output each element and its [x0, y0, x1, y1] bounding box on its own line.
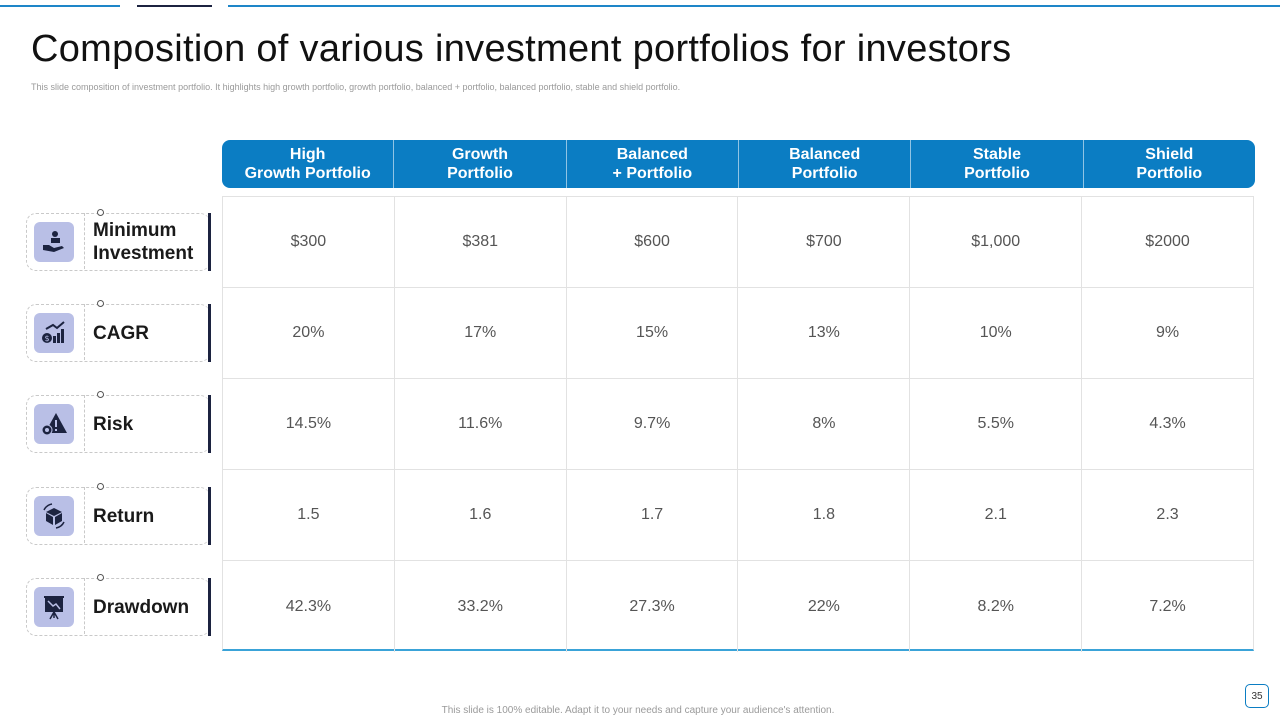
column-header: Growth Portfolio	[394, 140, 567, 188]
page-number: 35	[1245, 684, 1269, 708]
table-cell: 1.5	[223, 470, 395, 560]
table-cell: 1.8	[738, 470, 911, 560]
table-cell: 1.7	[567, 470, 739, 560]
table-cell: $700	[738, 197, 911, 287]
column-header: Stable Portfolio	[911, 140, 1084, 188]
top-rule-dark	[137, 5, 212, 7]
table-cell: 33.2%	[395, 561, 567, 652]
table-cell: 22%	[738, 561, 911, 652]
table-row: 14.5% 11.6% 9.7% 8% 5.5% 4.3%	[223, 379, 1253, 470]
row-label-text: CAGR	[93, 322, 149, 344]
table-row: 20% 17% 15% 13% 10% 9%	[223, 288, 1253, 379]
table-cell: 4.3%	[1149, 415, 1186, 432]
data-table: $300 $381 $600 $700 $1,000 $2000 20% 17%…	[222, 196, 1254, 652]
table-cell: $1,000	[910, 197, 1083, 287]
table-cell: 42.3%	[223, 561, 395, 652]
page-title: Composition of various investment portfo…	[31, 28, 1012, 70]
page-subtitle: This slide composition of investment por…	[31, 82, 681, 92]
row-label-text: Minimum Investment	[93, 220, 194, 264]
row-label-text: Risk	[93, 413, 134, 435]
table-cell: 2.3	[1156, 506, 1179, 523]
table-cell: 9.7%	[567, 379, 739, 469]
row-label-text: Return	[93, 505, 155, 527]
table-cell: 10%	[910, 288, 1083, 378]
table-cell: 7.2%	[1149, 597, 1186, 615]
row-label-minimum-investment: Minimum Investment	[26, 209, 211, 271]
table-cell: 20%	[223, 288, 395, 378]
table-header: High Growth Portfolio Growth Portfolio B…	[222, 140, 1255, 188]
row-label-return: Return	[26, 483, 211, 545]
table-cell: 11.6%	[395, 379, 567, 469]
column-header: Shield Portfolio	[1136, 146, 1203, 182]
table-cell: 17%	[395, 288, 567, 378]
money-hand-icon	[34, 222, 74, 262]
table-cell: 13%	[738, 288, 911, 378]
top-rule-right	[228, 5, 1280, 7]
svg-text:$: $	[44, 334, 49, 343]
table-cell: 15%	[567, 288, 739, 378]
gear-warning-icon	[34, 404, 74, 444]
table-cell: $381	[395, 197, 567, 287]
presentation-board-icon	[34, 587, 74, 627]
table-cell: $600	[567, 197, 739, 287]
top-rule-left	[0, 5, 120, 7]
row-label-text: Drawdown	[93, 596, 190, 618]
table-cell: 1.6	[395, 470, 567, 560]
table-cell: 8.2%	[910, 561, 1083, 652]
growth-chart-icon: $	[34, 313, 74, 353]
row-label-cagr: $ CAGR	[26, 300, 211, 362]
table-cell: 14.5%	[223, 379, 395, 469]
box-return-icon	[34, 496, 74, 536]
column-header: High Growth Portfolio	[222, 140, 395, 188]
table-cell: 9%	[1155, 324, 1180, 341]
column-header: Balanced Portfolio	[739, 140, 912, 188]
table-cell: $2000	[1145, 233, 1190, 250]
footer-note: This slide is 100% editable. Adapt it to…	[441, 705, 835, 716]
table-cell: 5.5%	[910, 379, 1083, 469]
table-cell: 27.3%	[567, 561, 739, 652]
row-label-risk: Risk	[26, 391, 211, 453]
column-header: Balanced + Portfolio	[567, 140, 739, 188]
table-cell: 8%	[738, 379, 911, 469]
table-cell: 2.1	[910, 470, 1083, 560]
table-cell: $300	[223, 197, 395, 287]
table-row: 42.3% 33.2% 27.3% 22% 8.2% 7.2%	[223, 561, 1253, 652]
table-row: 1.5 1.6 1.7 1.8 2.1 2.3	[223, 470, 1253, 561]
table-row: $300 $381 $600 $700 $1,000 $2000	[223, 197, 1253, 288]
row-label-drawdown: Drawdown	[26, 574, 211, 636]
